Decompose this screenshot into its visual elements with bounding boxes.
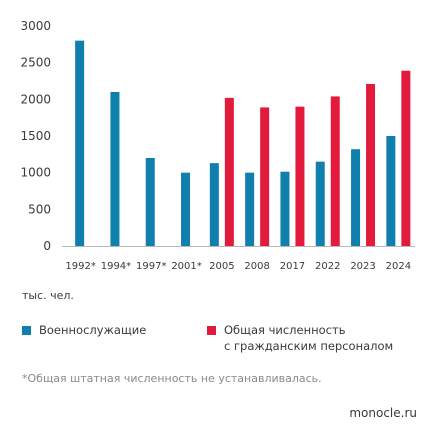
y-tick-label: 500	[28, 202, 51, 216]
bar-military	[245, 172, 255, 246]
y-tick-label: 2500	[20, 56, 51, 70]
bar-military	[280, 171, 290, 246]
bar-military	[351, 149, 361, 246]
legend-swatch-military	[22, 326, 31, 335]
bar-military	[181, 172, 191, 246]
bars	[75, 40, 411, 247]
legend-label-total: Общая численность с гражданским персонал…	[224, 323, 394, 353]
y-tick-label: 2000	[20, 92, 51, 106]
bar-total	[366, 83, 376, 246]
y-tick-label: 3000	[20, 19, 51, 33]
x-tick-label: 2017	[280, 261, 305, 272]
x-tick-label: 2005	[209, 261, 234, 272]
footnote: *Общая штатная численность не устанавлив…	[22, 372, 322, 385]
x-tick-label: 2022	[315, 261, 340, 272]
bar-total	[224, 97, 234, 246]
x-axis: 1992* 1994* 1997* 2001* 2005 2008 2017 2022 2023…	[62, 246, 415, 272]
bar-military	[209, 163, 219, 246]
legend-item-military: Военнослужащие	[22, 322, 202, 340]
x-tick-label: 1992*	[65, 261, 95, 272]
legend-swatch-total	[207, 326, 216, 335]
y-tick-label: 0	[43, 239, 51, 253]
bar-total	[330, 96, 340, 247]
x-tick-label: 2023	[350, 261, 375, 272]
legend-item-total: Общая численность с гражданским персонал…	[207, 322, 427, 358]
bar-military	[386, 136, 396, 246]
bar-total	[260, 107, 270, 247]
bar-military	[315, 161, 325, 246]
y-tick-label: 1000	[20, 166, 51, 180]
x-tick-label: 1994*	[101, 261, 131, 272]
x-tick-label: 1997*	[136, 261, 166, 272]
bar-total	[401, 70, 411, 246]
bar-military	[145, 158, 155, 246]
x-tick-label: 2024	[386, 261, 411, 272]
y-tick-label: 1500	[20, 129, 51, 143]
y-axis: 0 500 1000 1500 2000 2500 3000	[20, 19, 51, 253]
unit-label: тыс. чел.	[22, 289, 74, 302]
bar-military	[75, 40, 85, 246]
legend-label-military: Военнослужащие	[39, 323, 147, 337]
x-tick-label: 2008	[244, 261, 269, 272]
x-tick-label: 2001*	[171, 261, 201, 272]
source-label: monocle.ru	[349, 406, 417, 420]
bar-military	[110, 92, 120, 246]
bar-total	[295, 106, 305, 247]
